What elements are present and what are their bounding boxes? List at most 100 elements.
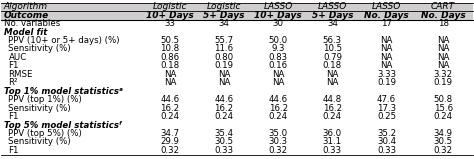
- Text: 30: 30: [273, 19, 284, 28]
- Text: NA: NA: [326, 78, 338, 87]
- Text: 33: 33: [164, 19, 175, 28]
- Text: 0.24: 0.24: [214, 112, 234, 121]
- Text: 10+ Days: 10+ Days: [146, 11, 194, 20]
- Text: 10+ Days: 10+ Days: [255, 11, 302, 20]
- Text: 17: 17: [381, 19, 392, 28]
- Text: 47.6: 47.6: [377, 95, 396, 104]
- Text: 16.2: 16.2: [323, 104, 342, 113]
- Text: 5+ Days: 5+ Days: [312, 11, 353, 20]
- Text: 44.8: 44.8: [323, 95, 342, 104]
- Text: 34: 34: [219, 19, 229, 28]
- Text: LASSO: LASSO: [264, 2, 293, 11]
- Text: NA: NA: [164, 70, 176, 79]
- Text: No. Days: No. Days: [364, 11, 409, 20]
- Text: 35.4: 35.4: [214, 129, 234, 138]
- Text: 0.25: 0.25: [377, 112, 396, 121]
- Text: 18: 18: [438, 19, 449, 28]
- Text: 0.80: 0.80: [214, 53, 234, 62]
- Text: NA: NA: [272, 70, 284, 79]
- Text: 0.24: 0.24: [434, 112, 453, 121]
- Text: 0.18: 0.18: [323, 61, 342, 70]
- Text: 44.6: 44.6: [160, 95, 180, 104]
- Text: Algorithm: Algorithm: [4, 2, 48, 11]
- Text: NA: NA: [437, 61, 449, 70]
- Text: 0.79: 0.79: [323, 53, 342, 62]
- Text: NA: NA: [381, 53, 393, 62]
- Text: LASSO: LASSO: [372, 2, 401, 11]
- Text: PPV (top 5%) (%): PPV (top 5%) (%): [9, 129, 82, 138]
- Text: NA: NA: [326, 70, 338, 79]
- Text: 0.19: 0.19: [434, 78, 453, 87]
- Text: 0.16: 0.16: [269, 61, 288, 70]
- Text: R²: R²: [9, 78, 18, 87]
- Text: F1: F1: [9, 146, 19, 155]
- Text: NA: NA: [437, 53, 449, 62]
- Text: 56.3: 56.3: [323, 36, 342, 45]
- Text: 3.33: 3.33: [377, 70, 396, 79]
- Text: 0.18: 0.18: [160, 61, 180, 70]
- Text: 0.19: 0.19: [377, 78, 396, 87]
- FancyBboxPatch shape: [1, 11, 473, 20]
- Text: 50.8: 50.8: [434, 95, 453, 104]
- Text: 3.32: 3.32: [434, 70, 453, 79]
- Text: 0.24: 0.24: [160, 112, 180, 121]
- Text: 35.2: 35.2: [377, 129, 396, 138]
- Text: PPV (10+ or 5+ days) (%): PPV (10+ or 5+ days) (%): [9, 36, 120, 45]
- Text: NA: NA: [381, 45, 393, 53]
- Text: 50.0: 50.0: [269, 36, 288, 45]
- Text: 0.33: 0.33: [377, 146, 396, 155]
- Text: 10.5: 10.5: [323, 45, 342, 53]
- Text: 11.6: 11.6: [214, 45, 234, 53]
- Text: No. variables: No. variables: [4, 19, 60, 28]
- Text: 55.7: 55.7: [214, 36, 234, 45]
- Text: 36.0: 36.0: [323, 129, 342, 138]
- Text: 0.86: 0.86: [160, 53, 180, 62]
- Text: 30.5: 30.5: [214, 138, 234, 146]
- Text: NA: NA: [164, 78, 176, 87]
- Text: NA: NA: [272, 78, 284, 87]
- Text: 44.6: 44.6: [214, 95, 234, 104]
- Text: 16.2: 16.2: [214, 104, 234, 113]
- Text: CART: CART: [431, 2, 455, 11]
- Text: 34.9: 34.9: [434, 129, 453, 138]
- Text: RMSE: RMSE: [9, 70, 33, 79]
- Text: 16.2: 16.2: [269, 104, 288, 113]
- Text: No. Days: No. Days: [421, 11, 465, 20]
- Text: 10.8: 10.8: [160, 45, 180, 53]
- Text: 0.83: 0.83: [269, 53, 288, 62]
- Text: 0.24: 0.24: [323, 112, 342, 121]
- Text: Top 1% model statisticsᵃ: Top 1% model statisticsᵃ: [4, 87, 123, 96]
- Text: 29.9: 29.9: [160, 138, 179, 146]
- Text: Logistic: Logistic: [207, 2, 241, 11]
- Text: PPV (top 1%) (%): PPV (top 1%) (%): [9, 95, 82, 104]
- Text: LASSO: LASSO: [318, 2, 347, 11]
- Text: NA: NA: [437, 36, 449, 45]
- Text: AUC: AUC: [9, 53, 27, 62]
- Text: 0.33: 0.33: [323, 146, 342, 155]
- Text: NA: NA: [218, 70, 230, 79]
- Text: 15.6: 15.6: [434, 104, 453, 113]
- Text: NA: NA: [381, 61, 393, 70]
- Text: 9.3: 9.3: [272, 45, 285, 53]
- Text: 34.7: 34.7: [160, 129, 180, 138]
- Text: NA: NA: [218, 78, 230, 87]
- FancyBboxPatch shape: [1, 3, 473, 11]
- Text: 30.3: 30.3: [269, 138, 288, 146]
- Text: 50.5: 50.5: [160, 36, 180, 45]
- Text: 35.0: 35.0: [269, 129, 288, 138]
- Text: 31.1: 31.1: [323, 138, 342, 146]
- Text: NA: NA: [437, 45, 449, 53]
- Text: 0.32: 0.32: [434, 146, 453, 155]
- Text: Logistic: Logistic: [153, 2, 187, 11]
- Text: 5+ Days: 5+ Days: [203, 11, 245, 20]
- Text: 0.32: 0.32: [160, 146, 180, 155]
- Text: NA: NA: [381, 36, 393, 45]
- Text: 16.2: 16.2: [160, 104, 180, 113]
- Text: 44.6: 44.6: [269, 95, 288, 104]
- Text: Sensitivity (%): Sensitivity (%): [9, 104, 71, 113]
- Text: 30.4: 30.4: [377, 138, 396, 146]
- Text: 0.33: 0.33: [214, 146, 234, 155]
- Text: 34: 34: [327, 19, 338, 28]
- Text: 30.5: 30.5: [434, 138, 453, 146]
- Text: Sensitivity (%): Sensitivity (%): [9, 138, 71, 146]
